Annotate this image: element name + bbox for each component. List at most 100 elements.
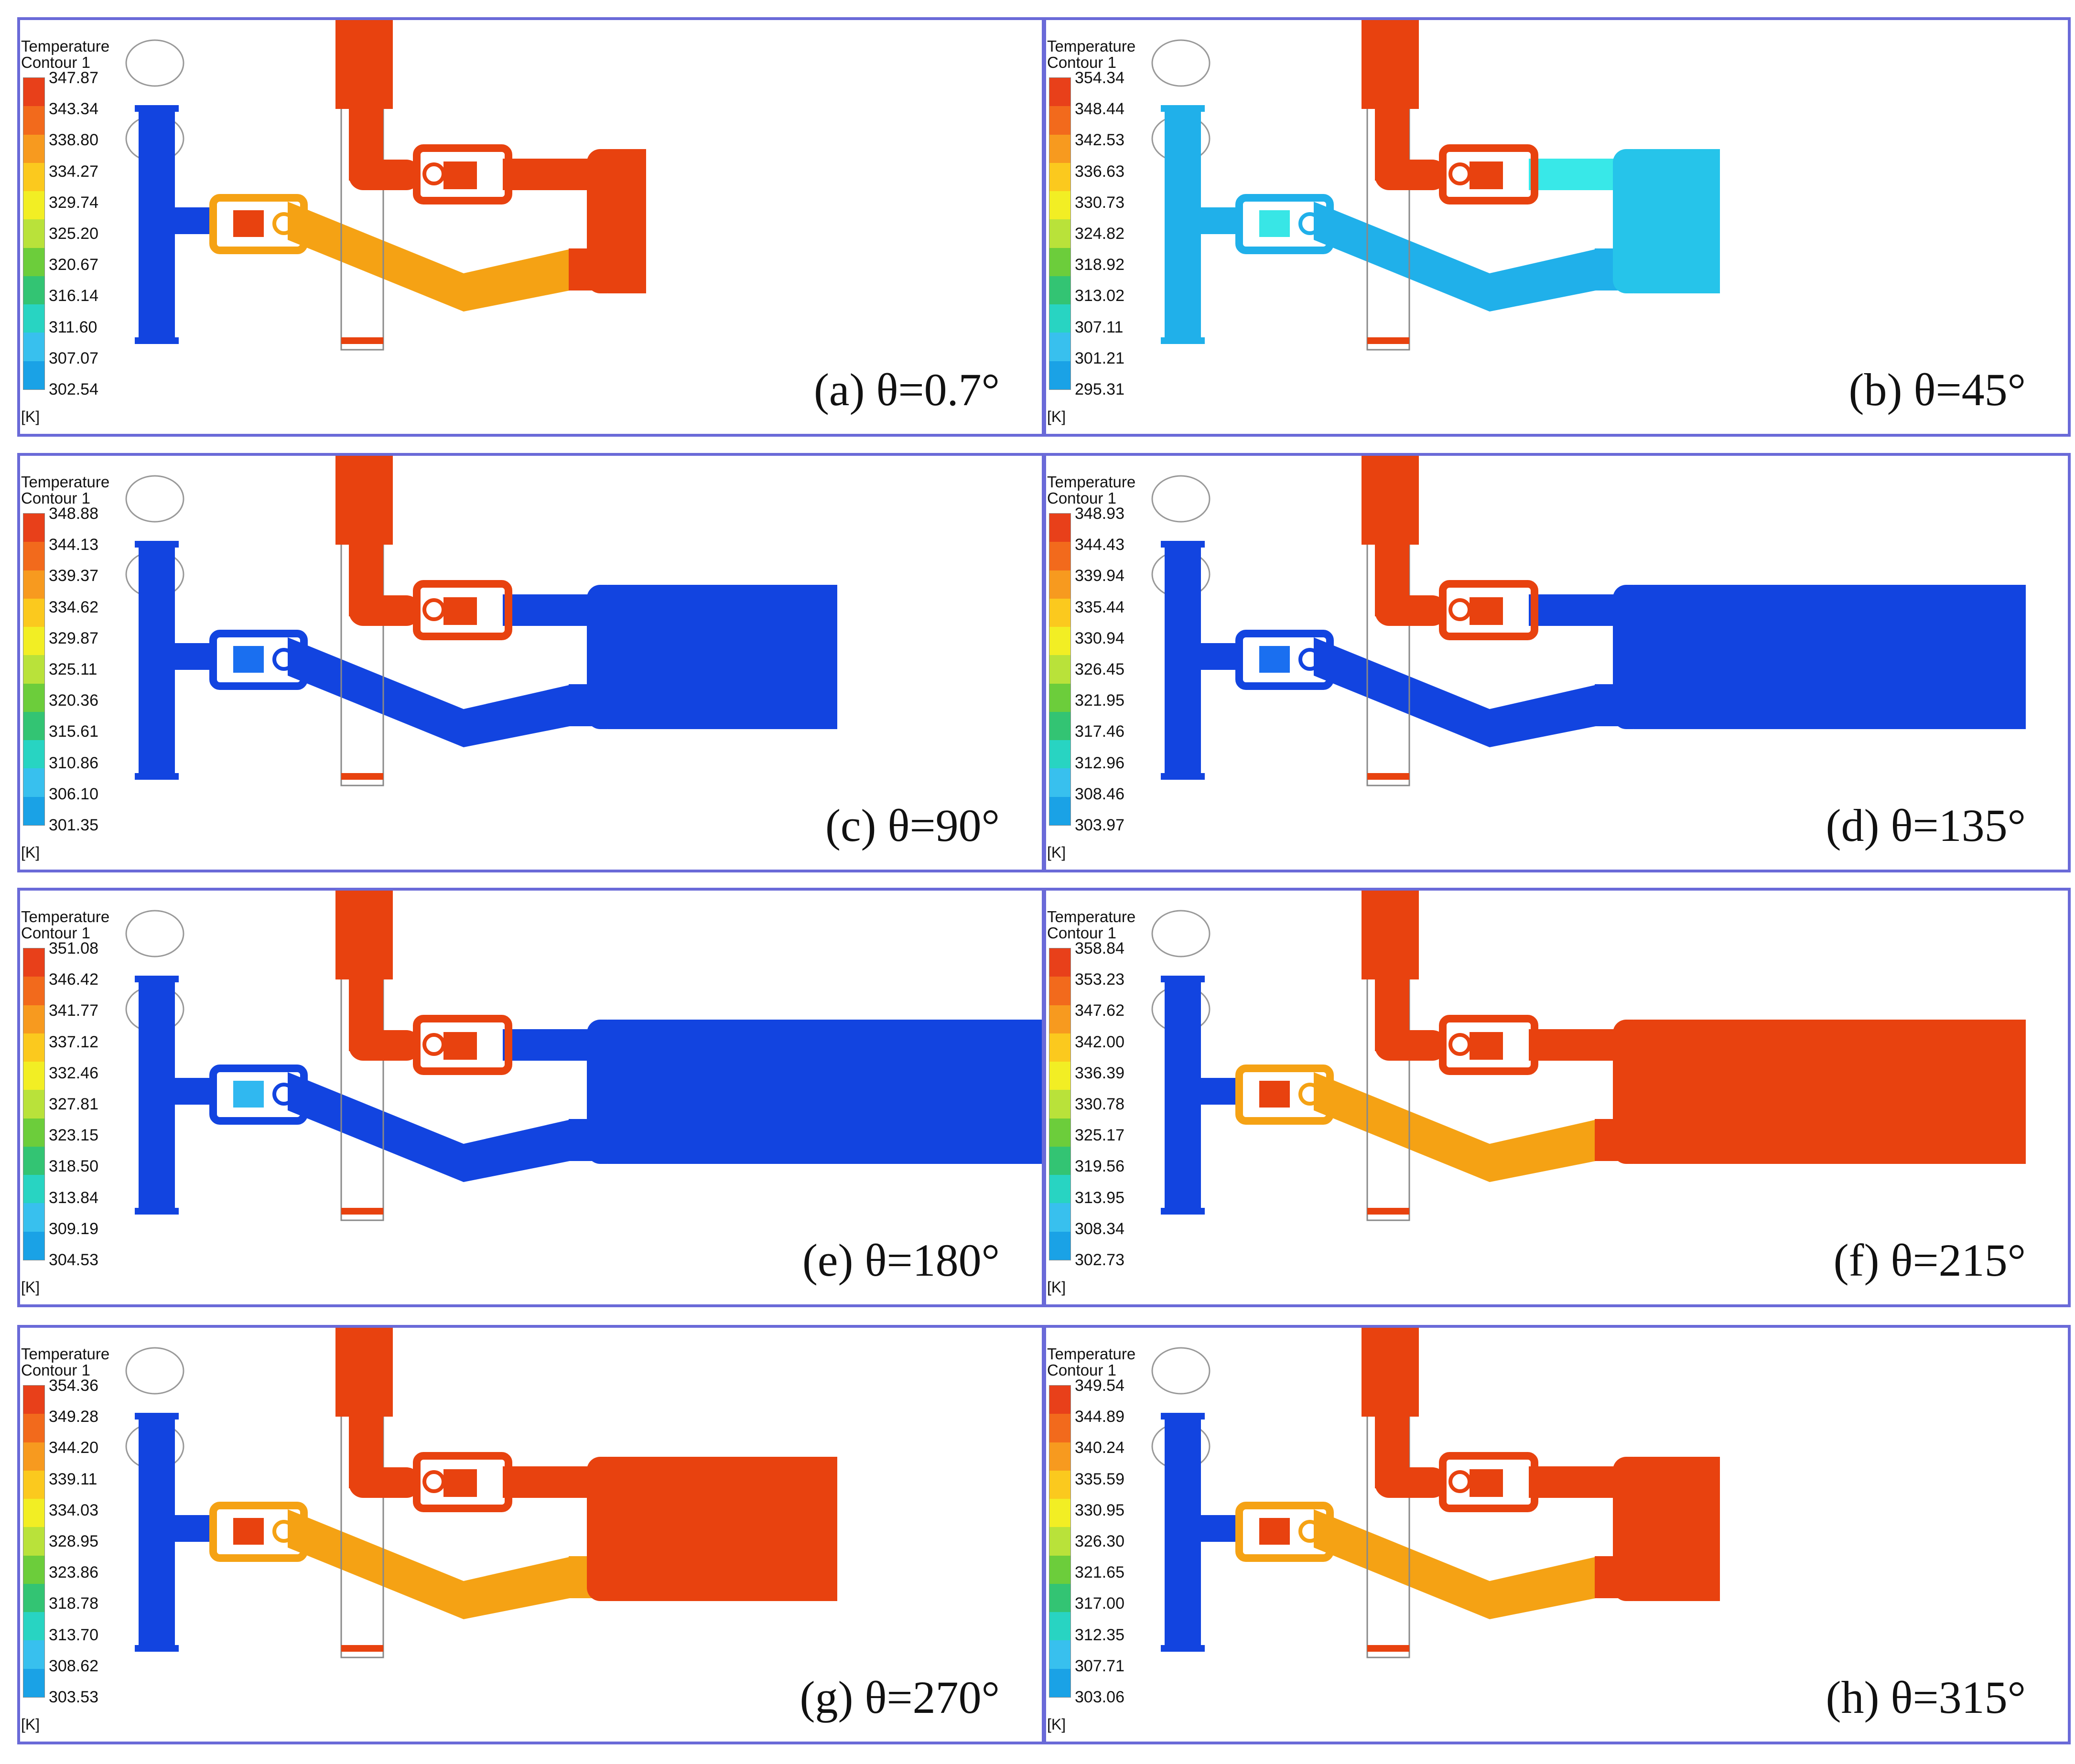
pipe-lower [288, 637, 570, 747]
colorbar-segment [23, 1555, 44, 1584]
legend-value: 321.95 [1075, 691, 1124, 710]
legend-value: 354.36 [49, 1377, 98, 1395]
legend-value: 304.53 [49, 1250, 98, 1269]
colorbar [23, 1385, 45, 1698]
valve-left-core [1259, 646, 1290, 673]
tee-branch [175, 643, 215, 670]
colorbar-segment [23, 276, 44, 305]
tee-pipe [139, 976, 175, 1214]
panel-b: Temperature Contour 1 354.34 348.44 342.53 33… [1043, 17, 2071, 437]
legend-value: 344.43 [1075, 536, 1124, 554]
colorbar-segment [23, 683, 44, 712]
legend-title: Temperature Contour 1 [1047, 474, 1135, 506]
legend-value: 303.53 [49, 1688, 98, 1706]
tee-pipe [1165, 105, 1201, 343]
colorbar-segment [23, 1612, 44, 1641]
supply-elbow-bend [349, 595, 421, 626]
colorbar-segment [23, 1668, 44, 1697]
tee-flange-bottom [1161, 1645, 1205, 1652]
colorbar [1049, 1385, 1071, 1698]
tee-flange-top [135, 976, 179, 982]
tee-pipe [139, 1413, 175, 1651]
unit-label: [K] [1047, 1279, 1066, 1296]
colorbar-segment [23, 333, 44, 361]
colorbar [1049, 948, 1071, 1260]
supply-pipe [335, 456, 393, 545]
supply-pipe [1362, 891, 1419, 979]
legend-value: 342.53 [1075, 131, 1124, 150]
valve-left-body [209, 1065, 308, 1125]
tee-flange-top [1161, 976, 1205, 982]
legend-value: 310.86 [49, 753, 98, 772]
unit-label: [K] [21, 1279, 40, 1296]
contour-geometry [1151, 1328, 1720, 1658]
colorbar-segment [23, 106, 44, 135]
colorbar-segment [23, 1175, 44, 1204]
colorbar-segment [23, 78, 44, 107]
supply-pipe [1362, 456, 1419, 545]
legend-title-line2: Contour 1 [21, 489, 90, 507]
colorbar-segment [1049, 78, 1070, 107]
colorbar-segment [23, 1386, 44, 1414]
valve-right-core [443, 1032, 477, 1060]
legend-title-line2: Contour 1 [1047, 489, 1116, 507]
colorbar-segment [23, 796, 44, 825]
valve-right-ball [1448, 1033, 1471, 1056]
valve-right-ball [1448, 1470, 1471, 1493]
colorbar-segment [1049, 1527, 1070, 1556]
legend-title-line1: Temperature [1047, 908, 1136, 925]
supply-elbow-bend [1375, 595, 1447, 626]
pipe-lower [1314, 202, 1596, 312]
chamber-body [608, 1457, 837, 1601]
colorbar-segment [23, 655, 44, 684]
colorbar-segment [1049, 191, 1070, 220]
inlet-ellipse [1151, 39, 1210, 87]
valve-left-core [1259, 210, 1290, 237]
legend-value: 329.87 [49, 629, 98, 647]
valve-right-core [443, 161, 477, 189]
colorbar [1049, 513, 1071, 826]
legend-value: 330.95 [1075, 1501, 1124, 1519]
legend-value: 320.67 [49, 256, 98, 274]
colorbar [23, 513, 45, 826]
colorbar-segment [1049, 1583, 1070, 1613]
legend-values: 348.93 344.43 339.94 335.44 330.94 326.45 321.… [1075, 506, 1124, 849]
legend-value: 349.54 [1075, 1377, 1124, 1395]
inlet-ellipse [125, 39, 184, 87]
colorbar-segment [1049, 134, 1070, 163]
legend-value: 318.92 [1075, 256, 1124, 274]
unit-label: [K] [1047, 1716, 1066, 1733]
chamber-body [1634, 1020, 2026, 1164]
legend-title-line2: Contour 1 [1047, 1361, 1116, 1379]
tee-flange-top [1161, 541, 1205, 548]
valve-left-body [1235, 1502, 1334, 1562]
contour-geometry [1151, 891, 2026, 1221]
colorbar-segment [1049, 598, 1070, 627]
colorbar-segment [23, 542, 44, 570]
chamber-body [608, 1020, 1042, 1164]
valve-right-ball [1448, 162, 1471, 185]
legend-value: 332.46 [49, 1064, 98, 1082]
contour-geometry [125, 891, 1042, 1221]
colorbar-segment [1049, 1555, 1070, 1584]
legend-value: 312.96 [1075, 753, 1124, 772]
colorbar-segment [1049, 219, 1070, 248]
supply-elbow-bend [349, 1030, 421, 1061]
legend-title-line1: Temperature [21, 37, 110, 55]
tee-pipe [139, 541, 175, 779]
legend-value: 318.78 [49, 1594, 98, 1613]
inlet-ellipse [125, 1347, 184, 1395]
legend-values: 348.88 344.13 339.37 334.62 329.87 325.11 320.… [49, 506, 98, 849]
unit-label: [K] [21, 1716, 40, 1733]
legend-value: 307.07 [49, 349, 98, 367]
valve-left-ball [1298, 212, 1321, 235]
tee-flange-top [1161, 1413, 1205, 1420]
legend-value: 327.81 [49, 1095, 98, 1113]
tee-branch [175, 1515, 215, 1542]
colorbar-segment [1049, 683, 1070, 712]
colorbar-segment [1049, 1668, 1070, 1697]
chamber-body [1634, 1457, 1720, 1601]
tee-flange-bottom [1161, 773, 1205, 780]
pipe-lower [288, 202, 570, 312]
legend-value: 313.84 [49, 1188, 98, 1207]
